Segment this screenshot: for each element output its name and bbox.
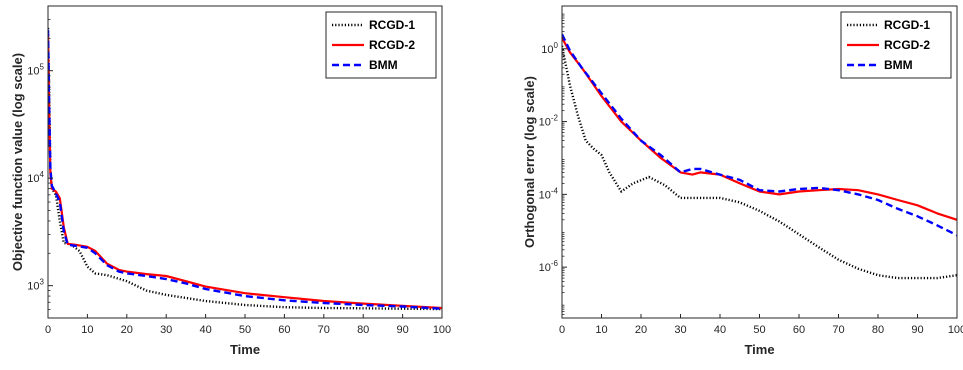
x-axis-label: Time [230, 342, 260, 357]
x-tick-label: 100 [433, 324, 451, 336]
x-tick-label: 70 [832, 324, 844, 336]
legend-entry-rcgd-2: RCGD-2 [369, 38, 415, 52]
x-tick-label: 40 [199, 324, 211, 336]
x-tick-label: 80 [872, 324, 884, 336]
series-line-rcgd-2 [48, 33, 442, 310]
x-tick-label: 10 [595, 324, 607, 336]
y-tick-label: 10-2 [539, 114, 559, 129]
legend-entry-bmm: BMM [884, 58, 913, 72]
x-tick-label: 60 [793, 324, 805, 336]
x-tick-label: 50 [753, 324, 765, 336]
x-tick-label: 30 [674, 324, 686, 336]
x-tick-label: 90 [396, 324, 408, 336]
y-axis-label: Orthogonal error (log scale) [522, 76, 537, 248]
x-tick-label: 0 [559, 324, 565, 336]
y-tick-label: 10-4 [539, 186, 559, 201]
x-tick-label: 0 [45, 324, 51, 336]
chart-1: 0 10 20 30 40 50 60 70 80 90 100 103 104 105 Time Objec… [10, 5, 451, 357]
x-axis-label: Time [744, 342, 774, 357]
x-tick-label: 90 [911, 324, 923, 336]
x-tick-label: 20 [121, 324, 133, 336]
x-tick-label: 100 [948, 324, 963, 336]
legend-entry-bmm: BMM [369, 58, 398, 72]
legend: RCGD-1 RCGD-2 BMM [840, 11, 952, 79]
legend-entry-rcgd-1: RCGD-1 [369, 18, 415, 32]
x-tick-label: 40 [714, 324, 726, 336]
legend-entry-rcgd-1: RCGD-1 [884, 18, 930, 32]
chart-2: 0 10 20 30 40 50 60 70 80 90 100 10-6 10-4 10-2 100 Tim… [522, 5, 963, 357]
legend-entry-rcgd-2: RCGD-2 [884, 38, 930, 52]
series-line-bmm [562, 33, 957, 237]
series-line-rcgd-1 [48, 27, 442, 311]
y-tick-label: 100 [541, 41, 558, 56]
x-tick-label: 10 [81, 324, 93, 336]
x-tick-label: 80 [357, 324, 369, 336]
series-line-rcgd-2 [562, 37, 957, 221]
series-line-rcgd-1 [562, 45, 957, 280]
x-tick-label: 70 [318, 324, 330, 336]
y-tick-label: 104 [27, 170, 44, 185]
series-line-bmm [48, 29, 442, 310]
x-tick-label: 20 [635, 324, 647, 336]
y-tick-label: 10-6 [539, 259, 559, 274]
x-tick-label: 30 [160, 324, 172, 336]
x-tick-label: 50 [239, 324, 251, 336]
y-tick-label: 103 [27, 278, 44, 293]
x-tick-label: 60 [278, 324, 290, 336]
y-tick-label: 105 [27, 63, 44, 78]
legend: RCGD-1 RCGD-2 BMM [325, 11, 437, 79]
y-axis-label: Objective function value (log scale) [10, 53, 25, 271]
